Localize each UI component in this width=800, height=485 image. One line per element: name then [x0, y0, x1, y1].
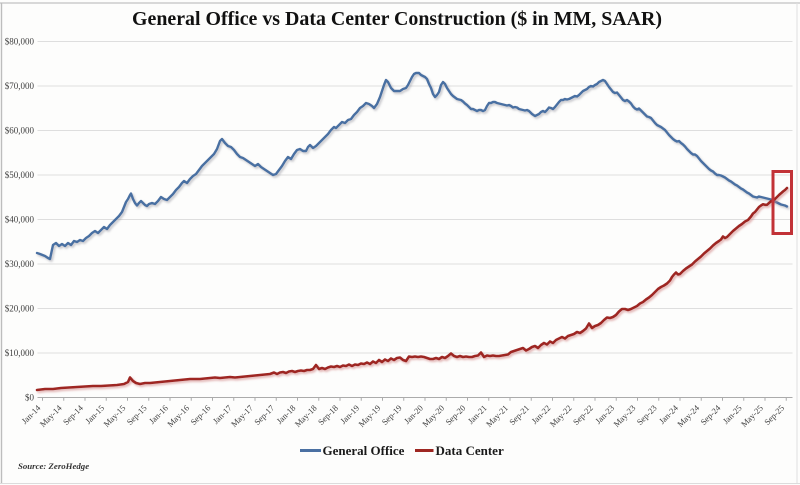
svg-text:General Office vs Data Center: General Office vs Data Center Constructi… — [132, 8, 662, 30]
svg-text:$30,000: $30,000 — [5, 259, 35, 269]
svg-text:$70,000: $70,000 — [5, 81, 35, 91]
svg-text:General Office: General Office — [323, 443, 405, 458]
svg-text:Source: ZeroHedge: Source: ZeroHedge — [18, 461, 89, 471]
svg-text:$20,000: $20,000 — [5, 304, 35, 314]
svg-text:$10,000: $10,000 — [5, 348, 35, 358]
svg-text:$50,000: $50,000 — [5, 170, 35, 180]
svg-text:Data Center: Data Center — [436, 443, 504, 458]
svg-text:$60,000: $60,000 — [5, 126, 35, 136]
svg-text:$0: $0 — [25, 393, 35, 403]
svg-text:$40,000: $40,000 — [5, 215, 35, 225]
svg-text:$80,000: $80,000 — [5, 37, 35, 47]
